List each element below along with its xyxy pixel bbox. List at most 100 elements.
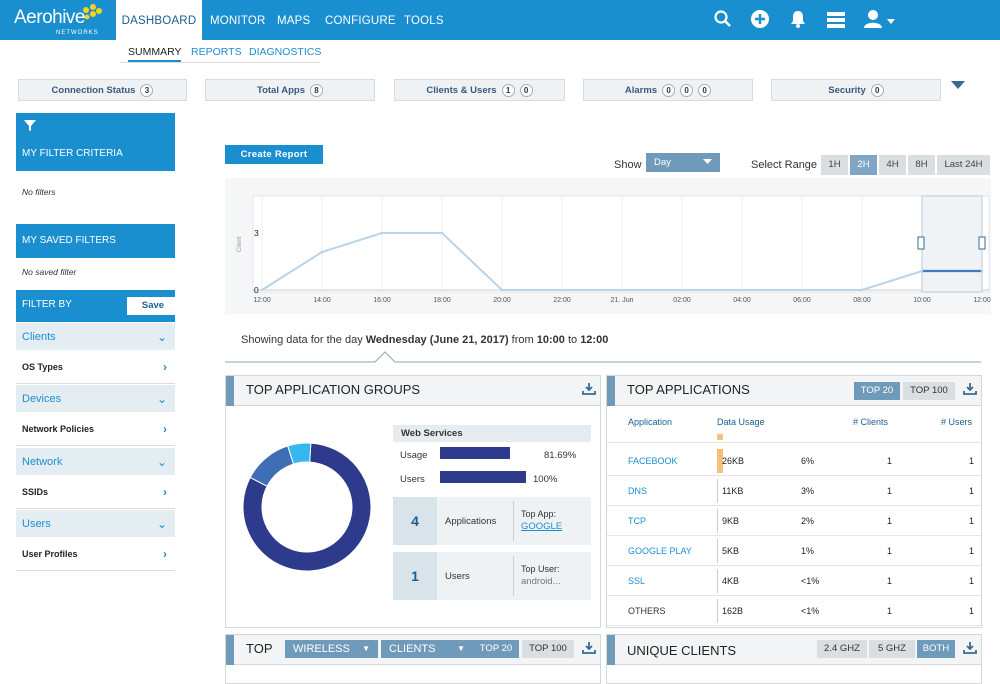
x-tick-label: 12:00: [253, 297, 271, 304]
band-24ghz-tab[interactable]: 2.4 GHZ: [817, 640, 867, 658]
top-app-link[interactable]: GOOGLE: [521, 521, 563, 532]
col-data-usage[interactable]: Data Usage: [717, 417, 765, 427]
security-pill[interactable]: Security 0: [771, 79, 941, 101]
download-icon[interactable]: [963, 641, 977, 655]
users-label: Users: [400, 474, 425, 485]
table-row[interactable]: OTHERS 162B <1% 1 1: [607, 596, 981, 626]
col-users[interactable]: # Users: [941, 417, 973, 427]
user-menu-icon[interactable]: [864, 9, 898, 29]
app-name: GOOGLE PLAY: [628, 546, 692, 556]
connection-status-pill[interactable]: Connection Status 3: [18, 79, 187, 101]
stat-divider: [513, 556, 514, 596]
bell-icon[interactable]: [788, 9, 808, 29]
x-tick-label: 20:00: [493, 297, 511, 304]
user-count: 1: [969, 486, 975, 496]
filter-ssids[interactable]: SSIDs ›: [16, 477, 175, 509]
data-usage: 5KB: [722, 546, 740, 556]
client-count: 1: [887, 456, 893, 466]
table-row[interactable]: FACEBOOK 26KB 6% 1 1: [607, 446, 981, 476]
tab-dashboard[interactable]: DASHBOARD: [116, 0, 202, 40]
top20-tab[interactable]: TOP 20: [473, 640, 519, 658]
table-row[interactable]: GOOGLE PLAY 5KB 1% 1 1: [607, 536, 981, 566]
tab-maps[interactable]: MAPS: [277, 15, 311, 27]
tab-monitor[interactable]: MONITOR: [210, 15, 266, 27]
col-application[interactable]: Application: [628, 417, 673, 427]
total-apps-pill[interactable]: Total Apps 8: [205, 79, 375, 101]
create-report-button[interactable]: Create Report: [225, 145, 323, 164]
top20-tab[interactable]: TOP 20: [854, 382, 900, 400]
alarms-pill[interactable]: Alarms 0 0 0: [583, 79, 753, 101]
subtab-summary[interactable]: SUMMARY: [128, 46, 182, 62]
save-filter-button[interactable]: Save: [127, 297, 179, 315]
range-handle-right: [978, 236, 986, 250]
x-tick-label: 06:00: [793, 297, 811, 304]
band-5ghz-tab[interactable]: 5 GHZ: [869, 640, 915, 658]
filter-os-types[interactable]: OS Types ›: [16, 352, 175, 384]
filter-criteria-header: MY FILTER CRITERIA: [16, 113, 175, 171]
band-both-tab[interactable]: BOTH: [917, 640, 955, 658]
app-name: DNS: [628, 486, 648, 496]
filter-icon[interactable]: [22, 117, 38, 133]
stat-divider: [513, 501, 514, 541]
range-2h-button[interactable]: 2H: [850, 155, 877, 175]
filter-clients[interactable]: Clients ⌄: [16, 323, 175, 351]
data-point: [680, 288, 684, 292]
data-usage: 162B: [722, 606, 744, 616]
data-point: [800, 288, 804, 292]
no-filters-text: No filters: [22, 187, 56, 197]
top100-tab[interactable]: TOP 100: [903, 382, 955, 400]
add-icon[interactable]: [750, 9, 770, 29]
list-icon[interactable]: [826, 9, 846, 29]
search-icon[interactable]: [713, 9, 733, 29]
client-count: 1: [887, 606, 893, 616]
pill-count: 0: [662, 83, 676, 97]
download-icon[interactable]: [963, 382, 977, 396]
range-1h-button[interactable]: 1H: [821, 155, 848, 175]
y-tick-label: 3: [254, 228, 259, 238]
range-4h-button[interactable]: 4H: [879, 155, 906, 175]
filter-network-policies[interactable]: Network Policies ›: [16, 414, 175, 446]
usage-percent: 3%: [801, 486, 815, 496]
top-applications-panel: TOP APPLICATIONS TOP 20 TOP 100 Applicat…: [606, 375, 982, 628]
subtab-diagnostics[interactable]: DIAGNOSTICS: [249, 46, 322, 58]
download-icon[interactable]: [582, 382, 596, 396]
table-row[interactable]: TCP 9KB 2% 1 1: [607, 506, 981, 536]
col-clients[interactable]: # Clients: [853, 417, 889, 427]
expand-status-icon[interactable]: [950, 80, 966, 90]
wireless-select[interactable]: WIRELESS ▼: [285, 640, 378, 658]
filter-user-profiles[interactable]: User Profiles ›: [16, 539, 175, 571]
top100-tab[interactable]: TOP 100: [522, 640, 574, 658]
top-app-label: Top App:: [521, 509, 557, 519]
chevron-right-icon: ›: [163, 485, 167, 499]
range-24h-button[interactable]: Last 24H: [937, 155, 990, 175]
clients-select[interactable]: CLIENTS ▼: [381, 640, 473, 658]
applications-count: 4: [393, 497, 437, 545]
filter-devices[interactable]: Devices ⌄: [16, 385, 175, 413]
show-period-select[interactable]: Day: [646, 153, 720, 172]
unique-clients-panel: UNIQUE CLIENTS 2.4 GHZ 5 GHZ BOTH: [606, 634, 982, 684]
subtab-reports[interactable]: REPORTS: [191, 46, 242, 58]
table-row[interactable]: DNS 11KB 3% 1 1: [607, 476, 981, 506]
summary-day: Wednesday (June 21, 2017): [365, 334, 509, 346]
top-user-value: android...: [521, 576, 561, 587]
users-bar: [440, 471, 526, 483]
usage-bar: [440, 447, 511, 459]
filter-label: Devices: [22, 393, 62, 405]
tab-tools[interactable]: TOOLS: [404, 15, 444, 27]
filter-network[interactable]: Network ⌄: [16, 448, 175, 476]
clients-select-value: CLIENTS: [389, 643, 436, 655]
table-row[interactable]: SSL 4KB <1% 1 1: [607, 566, 981, 596]
tab-configure[interactable]: CONFIGURE: [325, 15, 396, 27]
clients-users-pill[interactable]: Clients & Users 1 0: [394, 79, 565, 101]
range-8h-button[interactable]: 8H: [908, 155, 935, 175]
user-count: 1: [969, 516, 975, 526]
panel-title: TOP: [246, 641, 273, 656]
filter-label: Network: [22, 456, 63, 468]
usage-label: Usage: [400, 450, 428, 461]
collapse-sidebar-icon[interactable]: [166, 119, 174, 129]
aerohive-logo[interactable]: Aerohive NETWORKS: [14, 4, 104, 36]
download-icon[interactable]: [582, 641, 596, 655]
filter-label: Clients: [22, 331, 56, 343]
filter-users[interactable]: Users ⌄: [16, 510, 175, 538]
x-tick-label: 08:00: [853, 297, 871, 304]
